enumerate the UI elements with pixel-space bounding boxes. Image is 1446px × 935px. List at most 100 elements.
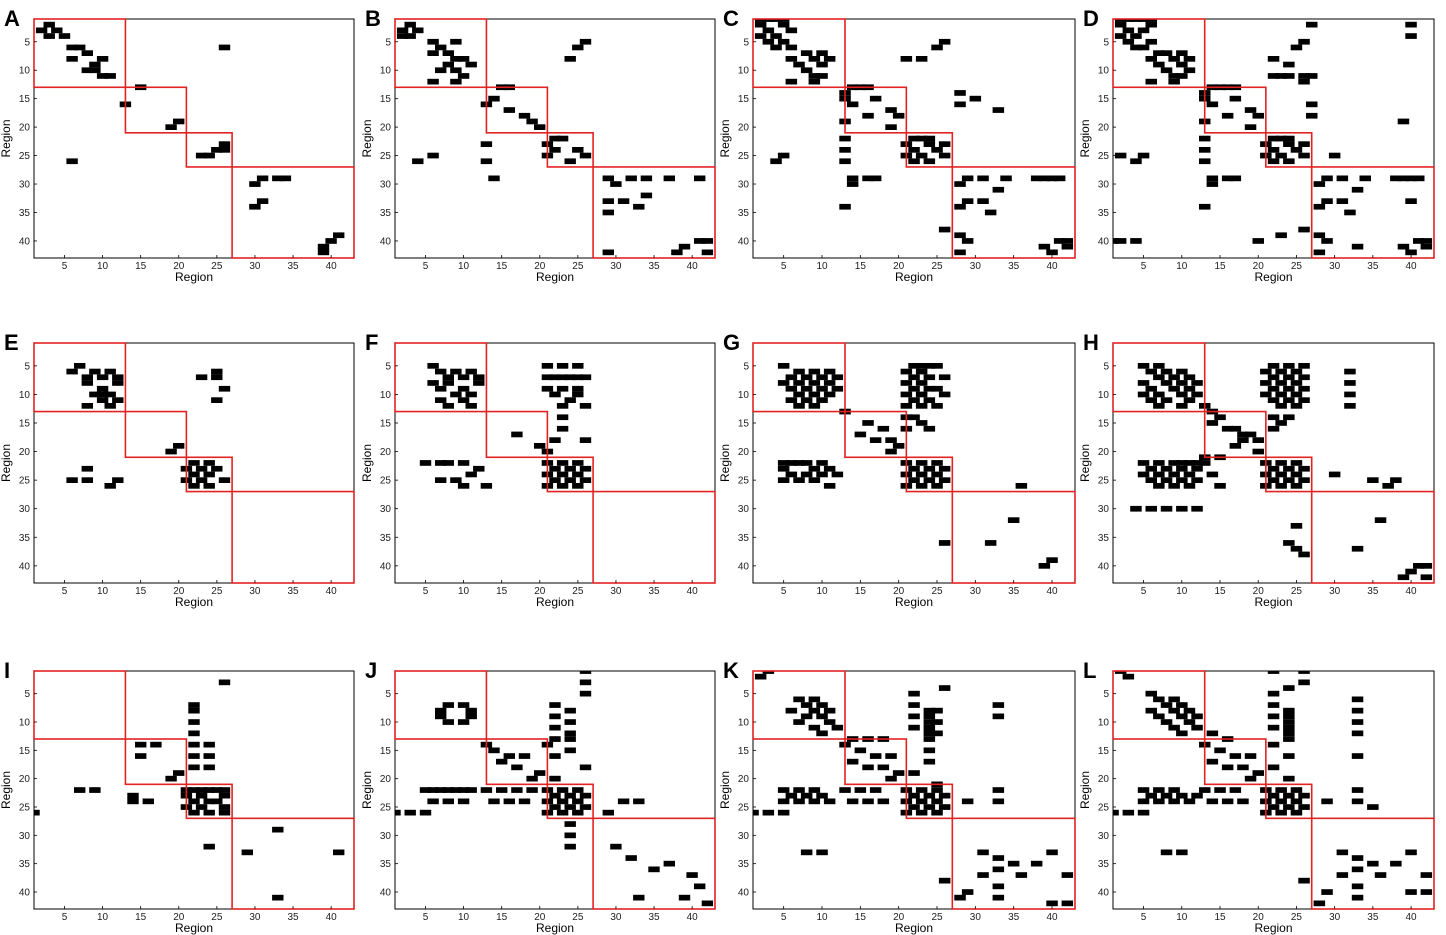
matrix-cell [1130,505,1142,512]
matrix-cell [66,477,78,483]
matrix-cell [1267,741,1280,748]
matrix-cell [954,181,966,187]
matrix-cell [572,483,584,489]
matrix-cell [785,78,798,85]
x-tick-label: 25 [931,261,943,272]
y-tick-label: 35 [19,533,31,544]
matrix-cell [457,56,470,62]
matrix-cell [640,175,653,182]
matrix-cell [564,374,576,381]
matrix-cell [808,368,821,375]
matrix-cell [1176,460,1188,466]
matrix-cell [195,804,208,810]
matrix-cell [1000,175,1012,182]
x-tick-label: 10 [1176,912,1188,923]
matrix-cell [938,804,951,810]
y-tick-label: 25 [738,151,750,162]
matrix-cell [450,368,462,375]
matrix-cell [908,702,920,708]
matrix-cell [1114,21,1127,28]
matrix-cell [435,368,447,375]
matrix-cell [816,50,828,56]
matrix-cell [404,21,416,28]
panel-letter: I [4,658,10,683]
matrix-cell [762,671,775,674]
matrix-cell [1397,175,1410,182]
y-tick-label: 5 [1103,37,1109,48]
matrix-cell [195,477,208,483]
matrix-cell [1122,809,1135,816]
module-box [1112,18,1206,89]
matrix-cell [549,147,561,153]
matrix-cell [640,192,653,199]
matrix-cell [556,135,569,142]
matrix-cell [1229,753,1242,759]
matrix-cell [188,707,200,714]
matrix-cell [931,719,943,725]
matrix-cell [1275,135,1287,142]
module-box [844,738,908,786]
matrix-cell [992,713,1005,720]
matrix-cell [572,385,584,392]
module-box [485,738,549,786]
matrix-cell [931,707,943,714]
matrix-cell [846,181,859,187]
matrix-cell [1298,877,1310,884]
matrix-cell [211,374,223,381]
matrix-cell [572,798,584,805]
x-axis-label: Region [536,595,574,609]
matrix-cell [900,391,913,398]
matrix-cell [617,798,630,805]
matrix-cell [1344,391,1356,398]
matrix-cell [1298,152,1310,159]
matrix-cell [541,374,554,381]
matrix-cell [1176,477,1188,483]
x-tick-label: 40 [326,261,338,272]
matrix-cell [556,425,569,432]
y-tick-label: 15 [19,94,31,105]
y-tick-label: 35 [1098,533,1110,544]
y-tick-label: 20 [380,774,392,785]
matrix-cell [1344,403,1356,409]
matrix-cell [1306,73,1318,79]
matrix-cell [831,471,844,478]
matrix-cell [564,736,576,742]
matrix-cell [1153,391,1165,398]
matrix-cell [203,764,215,771]
matrix-cell [1137,380,1150,386]
matrix-cell [188,471,200,478]
y-axis-label: Region [718,771,732,809]
matrix-cell [1244,124,1257,130]
matrix-cell [831,385,844,392]
matrix-cell [218,141,231,147]
matrix-cell [931,385,943,392]
matrix-cell [1290,44,1303,51]
matrix-cell [211,465,223,472]
x-tick-label: 10 [458,586,470,597]
matrix-cell [1321,889,1333,895]
matrix-cell [1267,702,1280,708]
x-tick-label: 25 [1291,586,1303,597]
matrix-cell [1267,804,1280,810]
matrix-cell [1359,175,1371,182]
matrix-cell [1336,198,1349,204]
matrix-cell [1153,713,1165,720]
matrix-cell [1183,397,1196,403]
y-tick-label: 10 [380,718,392,729]
matrix-cell [1191,391,1203,398]
matrix-cell [1130,33,1142,39]
matrix-cell [1374,872,1387,878]
matrix-cell [488,798,500,805]
y-tick-label: 40 [380,561,392,572]
matrix-cell [96,374,109,381]
panel-c: 5 10 15 20 25 30 35 40 5 10 15 20 25 30 35 40 Region Regi… [718,6,1076,284]
matrix-cell [1229,175,1242,182]
panel-a: 5 10 15 20 25 30 35 40 5 10 15 20 25 30 35 40 Region Regi… [0,6,355,284]
y-tick-label: 20 [738,774,750,785]
matrix-cell [96,397,109,403]
matrix-cell [549,792,561,799]
matrix-cell [915,368,928,375]
matrix-cell [35,27,48,34]
matrix-cell [777,460,790,466]
panel-letter: J [365,658,377,683]
